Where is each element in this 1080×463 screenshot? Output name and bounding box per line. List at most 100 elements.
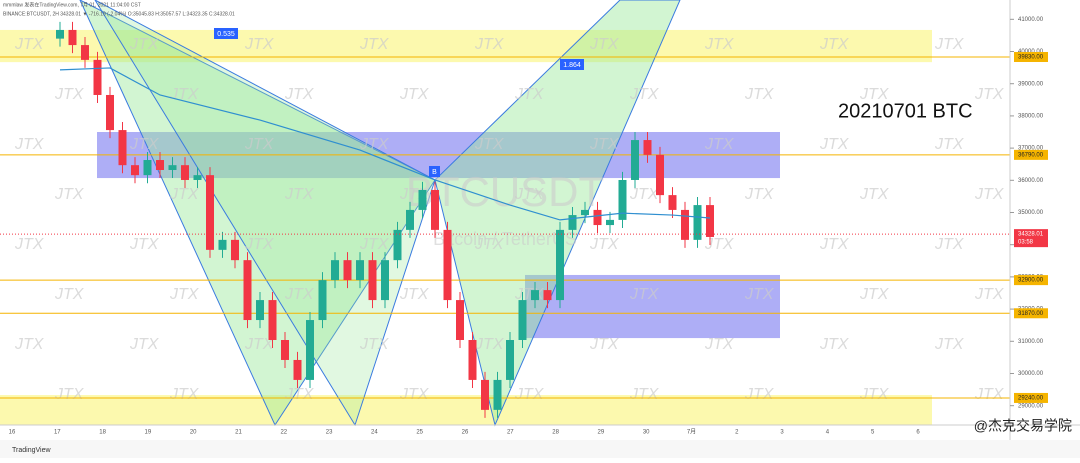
brand-watermark: JTX [704, 236, 735, 253]
candle-body [331, 260, 339, 281]
x-tick-label: 24 [371, 430, 378, 436]
y-tick-label: 39000.00 [1018, 81, 1044, 87]
x-tick-label: 6 [916, 430, 920, 436]
candle-body [118, 130, 127, 166]
brand-watermark: JTX [14, 336, 45, 353]
brand-watermark: JTX [284, 286, 315, 303]
brand-watermark: JTX [589, 336, 620, 353]
candle-body [618, 179, 627, 220]
brand-watermark: JTX [629, 186, 660, 203]
brand-watermark: JTX [399, 86, 430, 103]
brand-watermark: JTX [244, 36, 275, 53]
brand-watermark: JTX [14, 36, 45, 53]
candle-body [156, 160, 164, 170]
brand-watermark: JTX [14, 236, 45, 253]
pattern-abc [94, 0, 436, 427]
level-label: 32900.00 [1018, 278, 1044, 284]
candle-body [268, 300, 277, 340]
brand-watermark: JTX [399, 386, 430, 403]
candle-body [506, 340, 514, 380]
brand-watermark: JTX [589, 36, 620, 53]
brand-watermark: JTX [129, 136, 160, 153]
brand-watermark: JTX [169, 386, 200, 403]
footer-brand: TradingView [12, 447, 51, 454]
candle-body [318, 280, 327, 321]
pattern-xab [79, 0, 436, 427]
x-tick-label: 5 [871, 430, 875, 436]
y-tick-label: 29000.00 [1018, 403, 1044, 409]
brand-watermark: JTX [704, 36, 735, 53]
y-tick-label: 38000.00 [1018, 113, 1044, 119]
candle-body [218, 239, 227, 250]
candle-body [381, 260, 389, 301]
candle-body [568, 215, 577, 230]
brand-watermark: JTX [129, 336, 160, 353]
footer [0, 440, 1080, 458]
pattern-label: 1.864 [563, 62, 581, 69]
brand-watermark: JTX [169, 286, 200, 303]
brand-watermark: JTX [859, 186, 890, 203]
brand-watermark: JTX [359, 336, 390, 353]
candle-body [593, 209, 602, 226]
brand-watermark: JTX [474, 36, 505, 53]
brand-watermark: JTX [54, 286, 85, 303]
level-label-box [1014, 392, 1048, 403]
x-tick-label: 19 [145, 430, 152, 436]
level-label: 39830.00 [1018, 55, 1044, 61]
pattern-label-box [429, 166, 440, 177]
brand-watermark: JTX [359, 36, 390, 53]
brand-watermark: JTX [284, 86, 315, 103]
candle-body [281, 340, 289, 360]
x-tick-label: 29 [598, 430, 605, 436]
brand-watermark: JTX [744, 386, 775, 403]
brand-watermark: JTX [974, 186, 1005, 203]
brand-watermark: JTX [819, 136, 850, 153]
brand-watermark: JTX [54, 86, 85, 103]
x-tick-label: 17 [54, 430, 61, 436]
candle-body [431, 189, 439, 230]
brand-watermark: JTX [14, 136, 45, 153]
x-tick-label: 30 [643, 430, 650, 436]
brand-watermark: JTX [819, 236, 850, 253]
y-tick-label: 30000.00 [1018, 371, 1044, 377]
pattern-label: 0.535 [217, 31, 235, 38]
x-tick-label: 25 [416, 430, 423, 436]
brand-watermark: JTX [934, 136, 965, 153]
candle-body [243, 260, 252, 321]
candle-body [231, 239, 239, 261]
level-label-box [1014, 51, 1048, 62]
x-tick-label: 26 [462, 430, 469, 436]
brand-watermark: JTX [399, 286, 430, 303]
candle-body [456, 300, 464, 340]
candle-body [56, 29, 64, 39]
candle-body [93, 59, 102, 95]
candle-body [143, 160, 152, 176]
brand-watermark: JTX [744, 286, 775, 303]
candle-body [443, 229, 452, 301]
x-tick-label: 27 [507, 430, 514, 436]
y-tick-label: 31000.00 [1018, 339, 1044, 345]
brand-watermark: JTX [129, 36, 160, 53]
last-price-label: 34328.01 [1018, 232, 1044, 238]
x-tick-label: 2 [735, 430, 739, 436]
candle-body [293, 359, 302, 380]
brand-watermark: JTX [859, 86, 890, 103]
brand-watermark: JTX [359, 236, 390, 253]
candle-body [393, 229, 402, 261]
brand-watermark: JTX [704, 336, 735, 353]
candle-body [656, 154, 664, 196]
candle-body [643, 140, 652, 155]
y-tick-label: 36000.00 [1018, 178, 1044, 184]
brand-watermark: JTX [974, 86, 1005, 103]
candle-body [493, 379, 502, 410]
pattern-label: B [432, 169, 437, 176]
candle-body [106, 94, 114, 131]
candle-body [543, 290, 552, 301]
brand-watermark: JTX [129, 236, 160, 253]
candle-body [418, 189, 427, 210]
brand-watermark: JTX [244, 136, 275, 153]
x-tick-label: 16 [9, 430, 16, 436]
